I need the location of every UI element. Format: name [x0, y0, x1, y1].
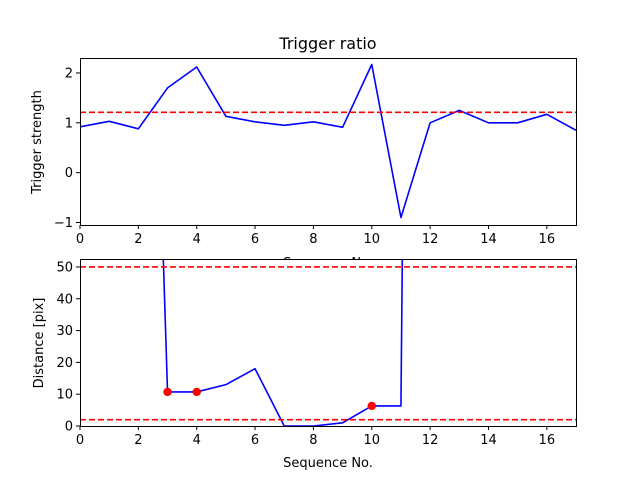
top-y-axis-label: Trigger strength	[30, 90, 45, 195]
bottom-y-tick-label: 30	[56, 324, 73, 339]
top-y-axis: −1 0 1 2	[54, 66, 80, 231]
bottom-axes-frame	[80, 259, 577, 427]
bottom-x-axis-label: Sequence No.	[283, 456, 373, 471]
bottom-y-tick-label: 10	[56, 388, 73, 403]
bottom-data-point-marker	[192, 387, 201, 397]
bottom-x-tick-label: 16	[539, 433, 556, 448]
bottom-x-tick-label: 2	[134, 433, 142, 448]
top-chart-title: Trigger ratio	[278, 34, 376, 53]
bottom-y-axis: 0 10 20 30 40 50	[56, 260, 80, 435]
bottom-y-axis-label: Distance [pix]	[32, 298, 47, 389]
top-x-tick-label: 6	[251, 232, 259, 247]
top-x-tick-label: 4	[193, 232, 201, 247]
top-x-tick-label: 14	[480, 232, 497, 247]
bottom-y-tick-label: 50	[56, 260, 73, 275]
top-y-tick-label: 0	[65, 166, 73, 181]
bottom-x-tick-label: 14	[480, 433, 497, 448]
bottom-x-tick-label: 8	[309, 433, 317, 448]
bottom-x-axis: 0 2 4 6 8 10 12 14 16	[76, 426, 555, 448]
top-x-tick-label: 16	[539, 232, 556, 247]
bottom-y-tick-label: 0	[65, 420, 73, 435]
bottom-data-point-marker	[163, 387, 172, 397]
top-x-tick-label: 0	[76, 232, 84, 247]
bottom-axes-background	[80, 259, 577, 427]
top-y-tick-label: 2	[65, 66, 73, 81]
bottom-x-tick-label: 10	[363, 433, 380, 448]
bottom-x-tick-label: 4	[193, 433, 201, 448]
top-x-tick-label: 10	[363, 232, 380, 247]
top-y-tick-label: 1	[65, 116, 73, 131]
bottom-series-line	[162, 259, 404, 426]
bottom-y-tick-label: 40	[56, 292, 73, 307]
bottom-chart: Distance [pix] 0 2 4 6 8 10 12 14 16 0 10 20 30 40 50…	[32, 259, 577, 471]
top-y-tick-label: −1	[54, 216, 73, 231]
bottom-data-point-marker	[367, 401, 376, 411]
bottom-x-tick-label: 12	[422, 433, 439, 448]
bottom-x-tick-label: 6	[251, 433, 259, 448]
top-x-tick-label: 12	[422, 232, 439, 247]
bottom-plot-area	[80, 259, 576, 426]
bottom-x-tick-label: 0	[76, 433, 84, 448]
top-x-tick-label: 8	[309, 232, 317, 247]
top-series-line	[80, 63, 576, 219]
top-x-tick-label: 2	[134, 232, 142, 247]
bottom-y-tick-label: 20	[56, 356, 73, 371]
top-plot-area	[80, 63, 576, 219]
top-axes-frame	[80, 58, 577, 226]
